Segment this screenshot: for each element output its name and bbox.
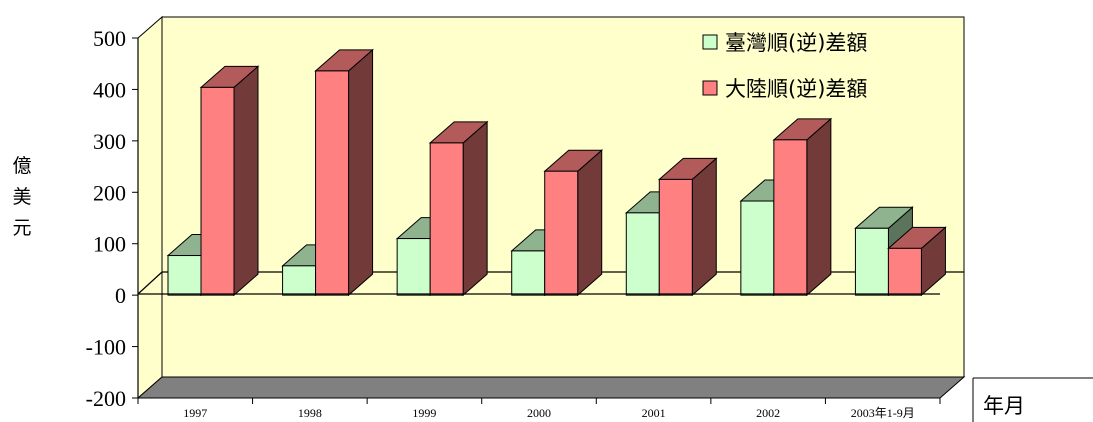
bar-side-mainland <box>806 117 832 297</box>
legend-swatch-mainland <box>702 80 718 96</box>
zero-line-side <box>137 271 163 295</box>
y-tick-label: 500 <box>93 26 126 51</box>
bar-front-mainland <box>658 178 693 296</box>
x-tick-label: 1997 <box>183 406 207 420</box>
bar-mainland-5 <box>772 117 833 297</box>
y-tick-label: 0 <box>115 283 126 308</box>
legend: 臺灣順(逆)差額 大陸順(逆)差額 <box>702 31 867 101</box>
x-axis-title: 年月 <box>983 394 1025 418</box>
y-tick-label: 200 <box>93 180 126 205</box>
bars-layer <box>166 48 947 297</box>
bar-mainland-3 <box>543 149 604 297</box>
bar-front-taiwan <box>740 200 775 296</box>
y-tick-label: -100 <box>86 335 126 360</box>
bar-front-mainland <box>200 86 235 296</box>
y-axis-title-char-1: 億 <box>12 155 31 177</box>
bar-front-taiwan <box>282 265 317 296</box>
y-tick-label: 400 <box>93 77 126 102</box>
bar-mainland-1 <box>314 48 374 297</box>
bar-side-mainland <box>691 157 717 297</box>
bar-front-mainland <box>315 70 350 296</box>
bar-side-mainland <box>348 48 374 297</box>
bar-front-mainland <box>887 247 922 296</box>
legend-label-mainland: 大陸順(逆)差額 <box>725 77 867 101</box>
y-axis-title-char-2: 美 <box>12 186 31 208</box>
x-tick-label: 1999 <box>412 406 436 420</box>
ticks-layer: 500 400 300 200 100 0 -100 -200 1997 1998 1999 2000… <box>86 26 941 420</box>
plot-side-wall <box>137 15 163 400</box>
x-tick-label: 2003年1-9月 <box>851 406 915 420</box>
bar-side-mainland <box>233 65 259 297</box>
bar-front-taiwan <box>625 212 660 296</box>
bar-front-mainland <box>544 170 579 296</box>
bar-front-taiwan <box>511 250 546 296</box>
bar-mainland-2 <box>428 120 489 297</box>
x-tick-label: 2002 <box>756 406 780 420</box>
bar-front-mainland <box>773 139 808 296</box>
x-tick-label: 2001 <box>642 406 666 420</box>
bar-front-mainland <box>429 142 464 296</box>
bar-front-taiwan <box>396 238 431 296</box>
bar-side-mainland <box>577 149 603 297</box>
legend-label-taiwan: 臺灣順(逆)差額 <box>725 31 867 55</box>
bar-mainland-4 <box>657 157 718 297</box>
y-tick-label: 100 <box>93 232 126 257</box>
bar-mainland-6 <box>887 226 947 297</box>
bar-front-taiwan <box>854 227 889 296</box>
bar-mainland-0 <box>199 65 260 297</box>
bar-front-taiwan <box>167 255 202 296</box>
bar-side-mainland <box>462 120 488 297</box>
legend-swatch-taiwan <box>702 34 718 50</box>
plot-floor <box>136 376 966 399</box>
y-axis-title-char-3: 元 <box>12 217 31 239</box>
y-tick-label: 300 <box>93 129 126 154</box>
x-tick-label: 2000 <box>527 406 551 420</box>
y-tick-label: -200 <box>86 386 126 411</box>
x-tick-label: 1998 <box>298 406 322 420</box>
y-axis-title: 億 美 元 <box>12 155 31 239</box>
